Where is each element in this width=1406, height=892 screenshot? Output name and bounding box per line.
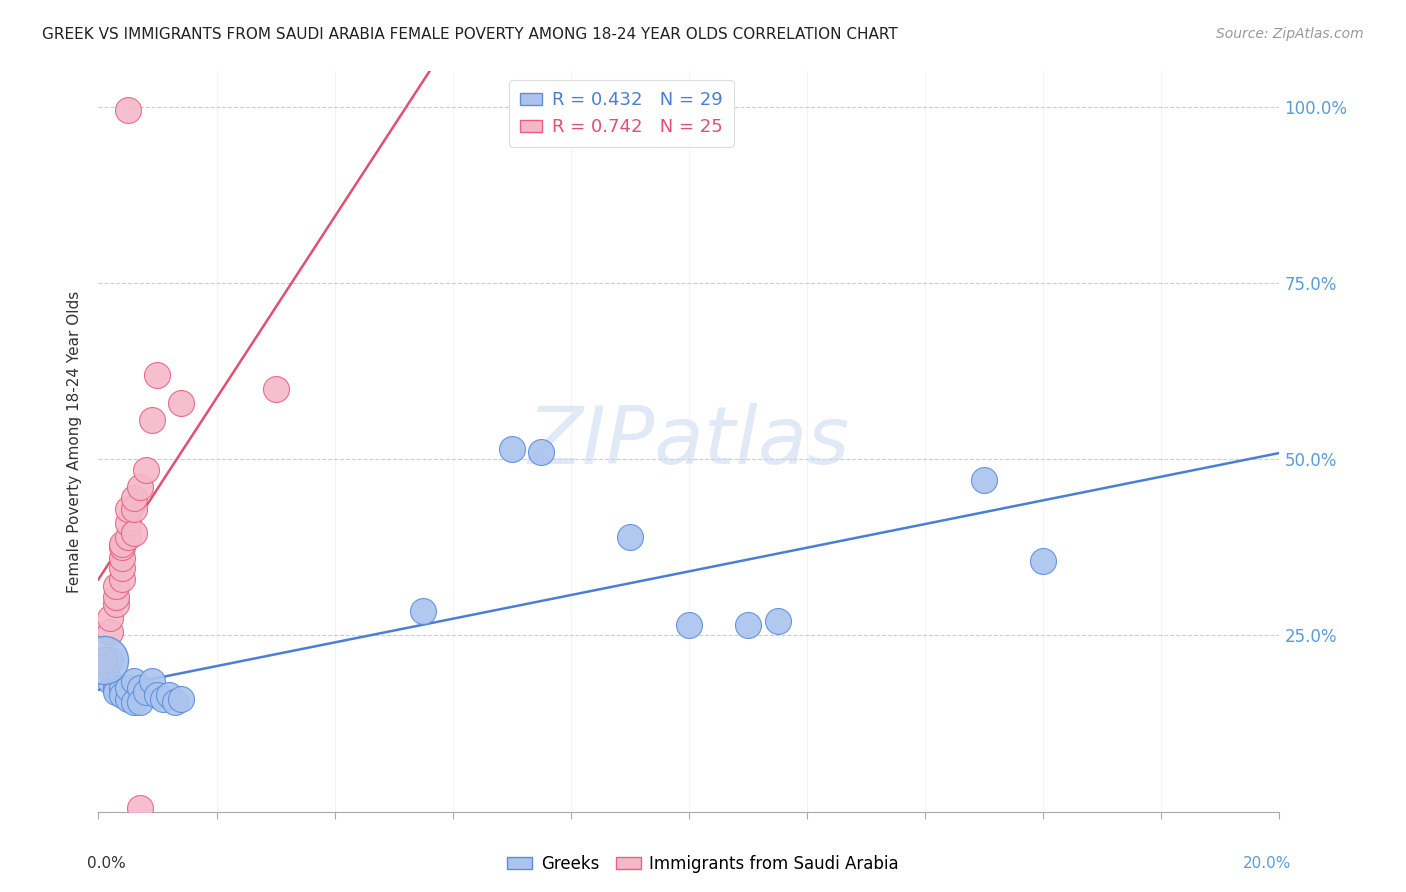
Point — [93, 653, 115, 667]
Point — [128, 681, 150, 696]
Point — [105, 597, 128, 611]
Point — [98, 674, 121, 689]
Point — [737, 618, 759, 632]
Point — [105, 685, 128, 699]
Point — [111, 681, 134, 696]
Legend: Greeks, Immigrants from Saudi Arabia: Greeks, Immigrants from Saudi Arabia — [501, 848, 905, 880]
Point — [111, 537, 134, 551]
Point — [146, 689, 169, 703]
Point — [111, 572, 134, 586]
Point — [170, 692, 193, 706]
Point — [501, 442, 523, 456]
Point — [122, 526, 145, 541]
Point — [122, 501, 145, 516]
Point — [157, 689, 180, 703]
Point — [141, 413, 163, 427]
Point — [128, 801, 150, 815]
Point — [93, 653, 115, 667]
Text: 0.0%: 0.0% — [87, 856, 125, 871]
Point — [111, 689, 134, 703]
Point — [105, 681, 128, 696]
Point — [98, 611, 121, 625]
Point — [117, 681, 139, 696]
Point — [128, 695, 150, 709]
Point — [619, 530, 641, 544]
Y-axis label: Female Poverty Among 18-24 Year Olds: Female Poverty Among 18-24 Year Olds — [67, 291, 83, 592]
Point — [117, 516, 139, 530]
Point — [122, 491, 145, 505]
Text: 20.0%: 20.0% — [1243, 856, 1291, 871]
Point — [170, 396, 193, 410]
Point — [98, 624, 121, 639]
Point — [117, 103, 139, 117]
Point — [111, 550, 134, 565]
Point — [93, 653, 115, 667]
Point — [98, 653, 121, 667]
Point — [165, 695, 187, 709]
Point — [128, 480, 150, 494]
Point — [122, 695, 145, 709]
Point — [264, 382, 287, 396]
Point — [1032, 554, 1054, 568]
Point — [105, 590, 128, 604]
Point — [412, 604, 434, 618]
Point — [111, 561, 134, 575]
Point — [973, 473, 995, 487]
Point — [152, 692, 174, 706]
Legend: R = 0.432   N = 29, R = 0.742   N = 25: R = 0.432 N = 29, R = 0.742 N = 25 — [509, 80, 734, 147]
Point — [117, 530, 139, 544]
Point — [117, 501, 139, 516]
Point — [678, 618, 700, 632]
Point — [530, 445, 553, 459]
Point — [122, 674, 145, 689]
Point — [766, 615, 789, 629]
Point — [117, 692, 139, 706]
Point — [146, 368, 169, 382]
Point — [135, 685, 157, 699]
Text: ZIPatlas: ZIPatlas — [527, 402, 851, 481]
Text: Source: ZipAtlas.com: Source: ZipAtlas.com — [1216, 27, 1364, 41]
Text: GREEK VS IMMIGRANTS FROM SAUDI ARABIA FEMALE POVERTY AMONG 18-24 YEAR OLDS CORRE: GREEK VS IMMIGRANTS FROM SAUDI ARABIA FE… — [42, 27, 898, 42]
Point — [141, 674, 163, 689]
Point — [105, 579, 128, 593]
Point — [111, 541, 134, 555]
Point — [135, 463, 157, 477]
